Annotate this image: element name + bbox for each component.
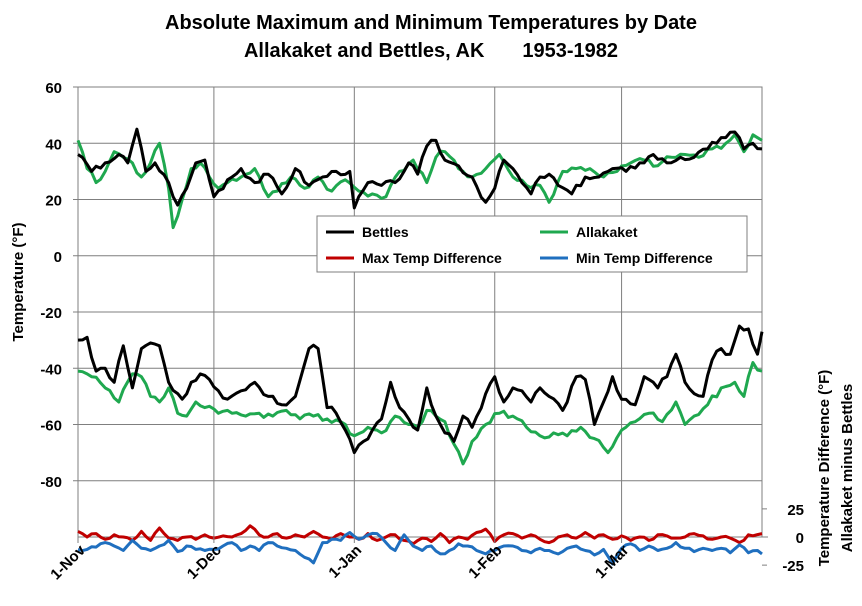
series-bettles-max <box>77 127 763 210</box>
y-tick-label: 0 <box>54 249 62 266</box>
chart-title-line-2: Allakaket and Bettles, AK 1953-1982 <box>0 40 862 63</box>
y-tick-label: -40 <box>40 361 62 378</box>
x-tick-label: 1-Mar <box>592 542 632 582</box>
chart-title-line-1: Absolute Maximum and Minimum Temperature… <box>165 12 697 34</box>
legend-label: Bettles <box>362 224 409 240</box>
y2-tick-label: 0 <box>796 530 804 547</box>
chart-title-years: 1953-1982 <box>522 40 619 62</box>
y-tick-label: 60 <box>45 80 62 97</box>
chart-title-stations: Allakaket and Bettles, AK <box>243 40 485 62</box>
legend: Bettles Allakaket Max Temp Difference Min T… <box>316 215 748 273</box>
series-max-diff <box>77 524 763 546</box>
y2-axis-title-line-1: Temperature Difference (°F) <box>816 370 833 567</box>
y-axis-title: Temperature (°F) <box>10 222 27 341</box>
x-tick-label: 1-Jan <box>325 542 365 582</box>
series-bettles-min <box>77 324 764 455</box>
y-tick-label: 20 <box>45 193 62 210</box>
y-tick-label: -80 <box>40 474 62 491</box>
y2-axis-title-line-2: Allakaket minus Bettles <box>839 384 856 552</box>
legend-label: Allakaket <box>576 224 638 240</box>
series-min-diff <box>77 531 763 566</box>
x-tick-label: 1-Nov <box>47 541 89 583</box>
series-layer <box>76 127 764 566</box>
y-tick-label: -60 <box>40 418 62 435</box>
series-allakaket-max <box>76 133 763 230</box>
y-tick-label: -20 <box>40 305 62 322</box>
y-tick-label: 40 <box>45 136 62 153</box>
legend-label: Min Temp Difference <box>576 250 713 266</box>
legend-label: Max Temp Difference <box>362 250 502 266</box>
y2-tick-label: -25 <box>782 558 804 575</box>
x-tick-label: 1-Dec <box>184 542 225 583</box>
grid-layer <box>77 86 763 538</box>
legend-box <box>316 215 748 273</box>
y2-tick-label: 25 <box>787 502 804 519</box>
